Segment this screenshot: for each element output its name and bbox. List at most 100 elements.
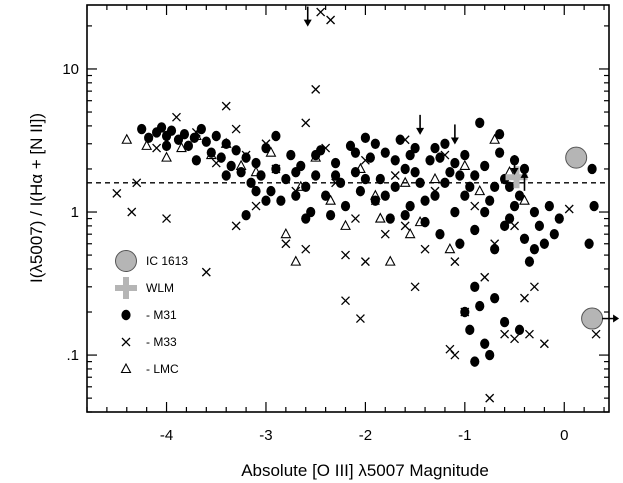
data-point-triangle — [161, 151, 172, 162]
x-marker-stroke — [355, 314, 365, 324]
data-point-dot — [475, 300, 485, 312]
data-point-dot — [495, 147, 505, 158]
data-point-dot — [485, 195, 495, 206]
x-marker-stroke — [450, 257, 460, 267]
data-point-dot — [266, 185, 276, 197]
data-point-dot — [261, 195, 271, 206]
x-marker-stroke — [201, 267, 211, 277]
data-point-dot — [365, 152, 375, 163]
data-point-dot — [425, 155, 435, 166]
data-point-x — [591, 329, 601, 339]
data-point-dot — [440, 177, 450, 189]
data-point-big-circle — [581, 307, 604, 330]
x-marker-stroke — [341, 296, 350, 306]
data-point-dot — [430, 142, 440, 154]
data-point-x — [162, 214, 172, 224]
data-point-x — [355, 314, 365, 324]
data-point-dot — [395, 134, 405, 145]
data-point-dot — [440, 138, 450, 149]
x-marker-stroke — [341, 250, 350, 260]
data-point-dot — [420, 195, 430, 206]
data-point-x — [341, 250, 350, 260]
data-point-x — [360, 257, 370, 267]
data-point-dot — [490, 181, 500, 193]
data-point-triangle — [141, 139, 153, 150]
data-point-x — [301, 244, 311, 254]
data-point-dot — [544, 200, 554, 212]
plus-marker-bar — [513, 166, 520, 189]
x-marker-stroke — [326, 15, 336, 25]
data-point-x — [529, 282, 539, 292]
data-point-dot — [554, 213, 564, 224]
x-marker-stroke — [485, 393, 495, 403]
data-point-triangle — [519, 194, 530, 205]
x-marker-stroke — [172, 112, 181, 122]
data-point-x — [316, 7, 326, 17]
data-point-triangle — [176, 141, 187, 153]
data-point-dot — [465, 181, 475, 193]
data-point-dot — [430, 190, 440, 201]
data-point-dot — [400, 210, 410, 221]
x-marker-stroke — [500, 329, 510, 339]
x-marker-stroke — [410, 282, 420, 292]
data-point-dot — [161, 140, 172, 152]
data-point-triangle — [374, 212, 386, 223]
upper-limit-arrow-head — [303, 19, 312, 27]
data-point-dot — [370, 138, 380, 149]
data-point-big-plus — [505, 166, 528, 189]
data-point-x — [480, 272, 490, 282]
upper-limit-arrow-head — [450, 137, 459, 145]
data-point-dot — [475, 117, 485, 129]
data-point-x — [341, 296, 350, 306]
data-point-dot — [390, 155, 400, 166]
data-point-dot — [326, 210, 336, 221]
data-point-dot — [335, 177, 346, 189]
lower-limit-arrow-head — [520, 170, 529, 178]
data-point-dot — [251, 157, 261, 169]
x-marker-stroke — [564, 204, 574, 214]
data-point-dot — [460, 149, 470, 161]
data-point-dot — [355, 185, 366, 197]
data-point-dot — [226, 160, 236, 172]
data-point-x — [510, 334, 520, 344]
data-point-dot — [587, 163, 597, 175]
y-tick-label: .1 — [66, 347, 79, 364]
x-marker-stroke — [470, 201, 480, 211]
data-point-x — [221, 101, 231, 111]
data-point-x — [152, 143, 162, 153]
data-point-dot — [504, 213, 515, 224]
data-point-dot — [360, 132, 370, 144]
data-point-dot — [480, 160, 490, 172]
data-point-triangle — [489, 133, 501, 144]
x-marker-stroke — [480, 272, 490, 282]
y-axis-label: I(λ5007) / I(Hα + [N II]) — [27, 113, 46, 283]
data-point-dot — [465, 324, 475, 336]
data-point-dot — [534, 220, 545, 232]
legend-label: - M31 — [146, 308, 177, 322]
x-tick-label: -3 — [259, 427, 272, 444]
x-tick-label: -4 — [160, 427, 173, 444]
data-point-dot — [166, 125, 177, 136]
data-point-dot — [480, 206, 490, 218]
data-point-x — [231, 221, 241, 231]
data-point-dot — [524, 256, 535, 267]
x-marker-stroke — [380, 229, 390, 239]
x-marker-stroke — [529, 282, 539, 292]
data-point-dot — [291, 166, 301, 178]
x-marker-stroke — [231, 221, 241, 231]
data-point-dot — [495, 128, 505, 140]
legend-marker-big-plus — [115, 277, 137, 299]
x-marker-stroke — [301, 244, 311, 254]
data-point-triangle — [325, 194, 337, 205]
data-point-dot — [450, 206, 460, 218]
data-point-dot — [251, 185, 261, 197]
data-point-triangle — [290, 255, 302, 266]
legend-marker-dot — [121, 309, 131, 321]
data-point-dot — [514, 190, 525, 201]
data-point-dot — [470, 224, 480, 236]
data-point-x — [127, 207, 137, 217]
data-point-dot — [435, 228, 445, 240]
data-point-dot — [390, 181, 400, 193]
data-point-triangle — [340, 219, 351, 230]
data-point-dot — [460, 306, 470, 318]
